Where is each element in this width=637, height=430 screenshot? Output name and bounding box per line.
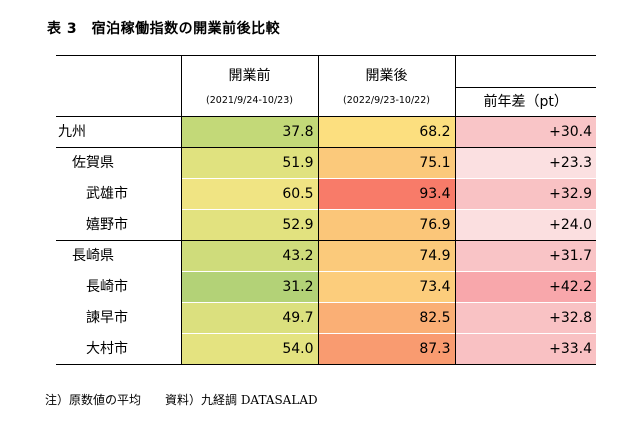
after-value: 82.5: [317, 302, 455, 334]
header-diff: 前年差（pt）: [454, 55, 596, 117]
row-label: 九州: [56, 116, 181, 148]
after-value: 87.3: [317, 333, 455, 365]
row-label: 佐賀県: [56, 147, 181, 179]
after-value: 73.4: [317, 271, 455, 303]
table-title: 表 3 宿泊稼働指数の開業前後比較: [47, 21, 281, 37]
header-before-period: (2021/9/24-10/23): [206, 94, 293, 106]
after-value: 74.9: [317, 240, 455, 272]
row-label: 長崎市: [56, 271, 181, 303]
before-value: 60.5: [180, 178, 318, 210]
after-value: 75.1: [317, 147, 455, 179]
row-label: 長崎県: [56, 240, 181, 272]
table-row: 武雄市 60.5 93.4 +32.9: [56, 178, 596, 210]
before-value: 37.8: [180, 116, 318, 148]
footnote: 注）原数値の平均 資料）九経調 DATASALAD: [45, 393, 318, 407]
after-value: 76.9: [317, 209, 455, 241]
before-value: 54.0: [180, 333, 318, 365]
before-value: 52.9: [180, 209, 318, 241]
header-after-label: 開業後: [365, 67, 408, 84]
occupancy-table: 開業前 (2021/9/24-10/23) 開業後 (2022/9/23-10/…: [56, 55, 596, 365]
before-value: 49.7: [180, 302, 318, 334]
header-after: 開業後 (2022/9/23-10/22): [317, 55, 455, 117]
header-diff-label: 前年差（pt）: [455, 87, 596, 116]
diff-value: +32.8: [454, 302, 596, 334]
table-row: 九州 37.8 68.2 +30.4: [56, 116, 596, 148]
before-value: 51.9: [180, 147, 318, 179]
table-row: 嬉野市 52.9 76.9 +24.0: [56, 209, 596, 241]
table-row: 長崎市 31.2 73.4 +42.2: [56, 271, 596, 303]
table-row: 諫早市 49.7 82.5 +32.8: [56, 302, 596, 334]
diff-value: +33.4: [454, 333, 596, 365]
header-blank: [56, 55, 181, 117]
table-row: 大村市 54.0 87.3 +33.4: [56, 333, 596, 365]
diff-value: +23.3: [454, 147, 596, 179]
row-label: 武雄市: [56, 178, 181, 210]
header-before-label: 開業前: [228, 67, 271, 84]
table-row: 佐賀県 51.9 75.1 +23.3: [56, 147, 596, 179]
table-row: 長崎県 43.2 74.9 +31.7: [56, 240, 596, 272]
row-label: 大村市: [56, 333, 181, 365]
diff-value: +30.4: [454, 116, 596, 148]
row-label: 嬉野市: [56, 209, 181, 241]
after-value: 93.4: [317, 178, 455, 210]
row-label: 諫早市: [56, 302, 181, 334]
diff-value: +24.0: [454, 209, 596, 241]
before-value: 31.2: [180, 271, 318, 303]
after-value: 68.2: [317, 116, 455, 148]
header-before: 開業前 (2021/9/24-10/23): [180, 55, 318, 117]
before-value: 43.2: [180, 240, 318, 272]
diff-value: +32.9: [454, 178, 596, 210]
diff-value: +31.7: [454, 240, 596, 272]
diff-value: +42.2: [454, 271, 596, 303]
header-after-period: (2022/9/23-10/22): [343, 94, 430, 106]
